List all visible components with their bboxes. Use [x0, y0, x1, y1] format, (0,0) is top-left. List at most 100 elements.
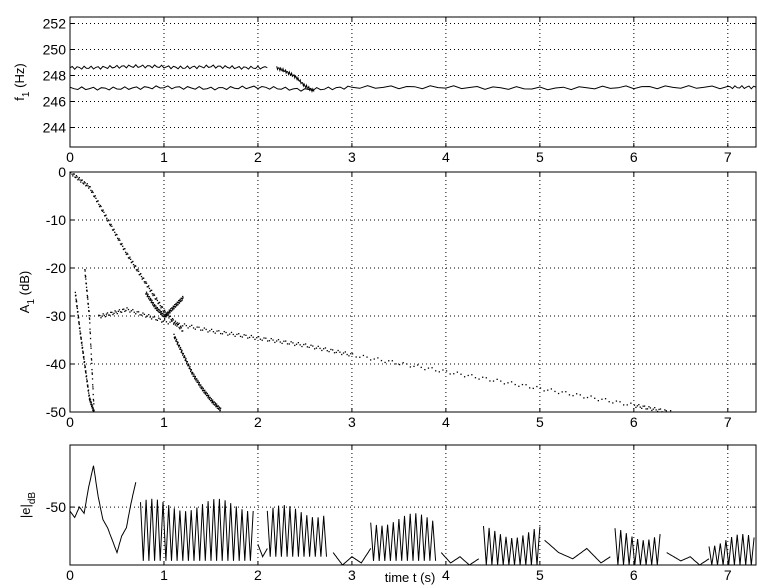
data-point [128, 309, 129, 310]
data-point [231, 332, 232, 333]
data-point [155, 319, 156, 320]
data-point [137, 270, 138, 271]
data-point [171, 321, 172, 322]
data-point [101, 315, 102, 316]
data-point [75, 295, 76, 296]
data-point [164, 310, 165, 311]
data-point [154, 316, 155, 317]
data-point [117, 313, 118, 314]
data-point [134, 266, 135, 267]
data-point [72, 175, 73, 176]
data-point [339, 352, 340, 353]
data-point [312, 345, 313, 346]
data-point [78, 317, 79, 318]
data-point [169, 321, 170, 322]
data-point [85, 372, 86, 373]
data-point [468, 375, 469, 376]
data-point [307, 346, 308, 347]
data-point [161, 321, 162, 322]
data-point [188, 365, 189, 366]
data-point [670, 410, 671, 411]
data-point [609, 401, 610, 402]
data-point [605, 398, 606, 399]
data-point [98, 204, 99, 205]
data-point [153, 293, 154, 294]
data-point [119, 309, 120, 310]
data-point [82, 347, 83, 348]
data-point [218, 409, 219, 410]
data-point [216, 330, 217, 331]
data-point [643, 406, 644, 407]
data-point [247, 337, 248, 338]
data-point [206, 329, 207, 330]
data-point [240, 336, 241, 337]
data-point [198, 383, 199, 384]
data-point [116, 234, 117, 235]
data-point [208, 395, 209, 396]
data-point [176, 325, 177, 326]
y-tick-label: 250 [43, 42, 67, 58]
data-point [177, 344, 178, 345]
data-point [296, 344, 297, 345]
data-point [142, 278, 143, 279]
data-point [164, 318, 165, 319]
data-point [224, 331, 225, 332]
data-point [251, 335, 252, 336]
data-point [109, 314, 110, 315]
data-point [188, 363, 189, 364]
data-point [243, 334, 244, 335]
data-point [87, 297, 88, 298]
data-point [86, 378, 87, 379]
data-point [287, 343, 288, 344]
data-point [78, 178, 79, 179]
data-point [87, 183, 88, 184]
data-point [100, 206, 101, 207]
data-point [212, 401, 213, 402]
x-axis-label: time t (s) [385, 570, 436, 585]
data-point [103, 212, 104, 213]
data-point [352, 353, 353, 354]
data-point [113, 313, 114, 314]
data-point [91, 404, 92, 405]
data-point [186, 325, 187, 326]
data-point [160, 312, 161, 313]
data-point [218, 330, 219, 331]
data-point [180, 326, 181, 327]
data-point [165, 311, 166, 312]
data-point [77, 308, 78, 309]
data-point [289, 343, 290, 344]
data-point [276, 340, 277, 341]
data-point [657, 411, 658, 412]
data-point [77, 311, 78, 312]
data-point [85, 276, 86, 277]
data-point [181, 327, 182, 328]
y-tick-label: 244 [43, 120, 67, 136]
data-point [149, 288, 150, 289]
data-point [93, 409, 94, 410]
data-point [236, 334, 237, 335]
data-point [89, 329, 90, 330]
data-point [178, 327, 179, 328]
data-point [151, 290, 152, 291]
data-point [648, 406, 649, 407]
x-tick-label: 6 [630, 567, 638, 583]
data-point [511, 381, 512, 382]
data-point [92, 388, 93, 389]
data-point [298, 342, 299, 343]
data-point [112, 314, 113, 315]
data-point [399, 364, 400, 365]
data-point [212, 399, 213, 400]
data-point [536, 386, 537, 387]
data-point [496, 379, 497, 380]
data-point [87, 185, 88, 186]
data-point [175, 321, 176, 322]
data-point [102, 211, 103, 212]
data-point [200, 329, 201, 330]
data-point [260, 339, 261, 340]
data-point [104, 315, 105, 316]
data-point [81, 344, 82, 345]
data-point [262, 340, 263, 341]
data-point [113, 229, 114, 230]
data-point [363, 355, 364, 356]
data-point [147, 315, 148, 316]
